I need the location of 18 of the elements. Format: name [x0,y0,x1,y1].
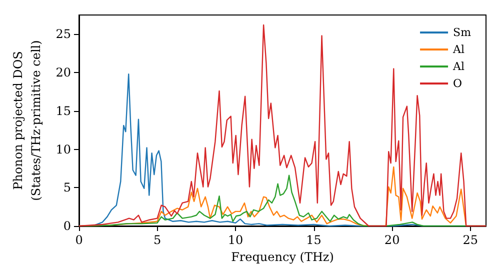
y-tick-label: 15 [56,104,71,118]
y-tick-label: 5 [63,180,71,195]
y-tick-label: 25 [56,27,71,42]
x-tick-label: 15 [306,233,322,247]
legend-label: Sm [453,26,472,39]
x-tick-label: 25 [462,233,478,247]
legend-label: O [453,77,462,90]
y-axis-title: Phonon projected DOS (States/THz·primitive cell) [10,40,43,201]
legend-label: Al [452,43,465,56]
y-tick-label: 10 [56,142,71,156]
x-tick-label: 5 [153,233,162,247]
x-axis-title: Frequency (THz) [231,250,334,264]
legend-label: Al [452,60,465,73]
x-tick-label: 20 [384,233,400,247]
y-tick-label: 20 [56,66,71,80]
x-tick-label: 10 [228,233,244,247]
x-tick-label: 0 [75,233,83,247]
y-tick-label: 0 [63,219,71,233]
